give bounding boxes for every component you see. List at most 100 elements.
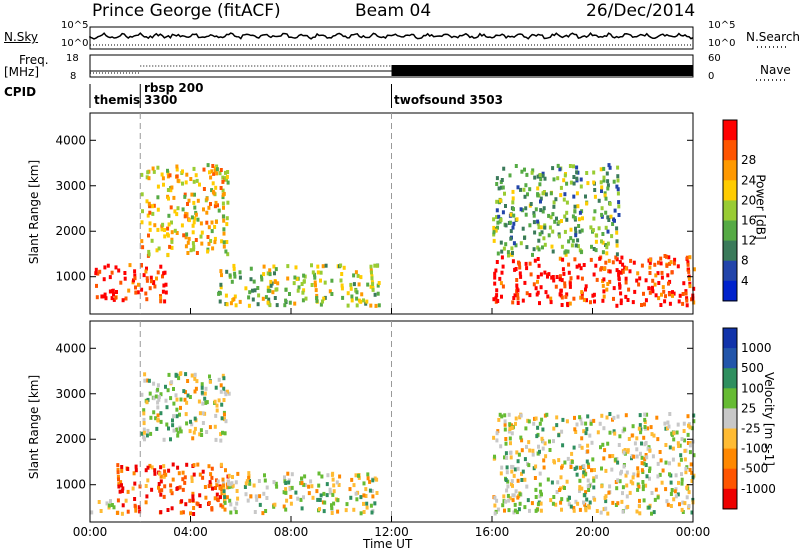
data-cell: [170, 245, 174, 250]
data-cell: [146, 428, 150, 433]
data-cell: [156, 227, 160, 232]
data-cell: [507, 253, 510, 258]
data-cell: [618, 260, 622, 265]
data-cell: [544, 290, 548, 295]
data-cell: [617, 204, 621, 209]
colorbar-segment: [723, 388, 737, 409]
data-cell: [244, 492, 248, 497]
data-cell: [685, 255, 689, 260]
data-cell: [560, 497, 564, 502]
data-cell: [195, 379, 199, 384]
data-cell: [120, 483, 123, 488]
data-cell: [208, 374, 211, 379]
data-cell: [310, 263, 313, 268]
data-cell: [685, 303, 689, 308]
data-cell: [511, 300, 515, 305]
data-cell: [243, 485, 247, 489]
data-cell: [315, 293, 319, 298]
data-cell: [142, 273, 146, 278]
data-cell: [307, 491, 311, 496]
data-cell: [146, 170, 150, 175]
data-cell: [584, 421, 588, 426]
data-cell: [218, 299, 222, 304]
data-cell: [300, 506, 304, 511]
data-cell: [551, 501, 555, 506]
data-cell: [560, 219, 563, 223]
data-cell: [622, 464, 626, 469]
data-cell: [185, 462, 189, 467]
data-cell: [573, 415, 576, 420]
data-cell: [502, 246, 506, 251]
data-cell: [546, 274, 549, 279]
data-cell: [315, 489, 319, 494]
data-cell: [670, 488, 674, 492]
data-cell: [346, 303, 350, 308]
data-cell: [117, 484, 121, 489]
data-cell: [586, 478, 590, 483]
data-cell: [137, 505, 141, 510]
data-cell: [549, 191, 553, 196]
data-cell: [542, 458, 546, 463]
data-cell: [123, 271, 127, 275]
data-cell: [234, 303, 238, 308]
data-cell: [265, 496, 269, 500]
data-cell: [660, 292, 663, 297]
data-cell: [261, 296, 265, 301]
data-cell: [323, 500, 327, 505]
data-cell: [220, 416, 224, 421]
data-cell: [213, 424, 217, 429]
data-cell: [176, 465, 180, 470]
data-cell: [583, 502, 587, 507]
data-cell: [587, 465, 591, 469]
data-cell: [499, 281, 503, 286]
data-cell: [519, 274, 523, 279]
data-cell: [114, 295, 118, 300]
data-cell: [601, 240, 605, 245]
data-cell: [530, 170, 534, 175]
data-cell: [662, 289, 666, 294]
data-cell: [184, 502, 188, 507]
data-cell: [493, 271, 497, 276]
data-cell: [590, 468, 593, 473]
data-cell: [624, 473, 628, 478]
data-cell: [638, 498, 641, 503]
data-cell: [340, 272, 344, 276]
data-cell: [175, 164, 179, 169]
data-cell: [222, 218, 226, 223]
data-cell: [167, 426, 170, 431]
data-cell: [148, 463, 152, 468]
data-cell: [204, 400, 208, 405]
data-cell: [205, 210, 209, 215]
data-cell: [523, 477, 527, 482]
data-cell: [579, 177, 583, 182]
data-cell: [631, 300, 635, 305]
data-cell: [510, 426, 514, 430]
data-cell: [225, 495, 229, 500]
data-cell: [214, 437, 218, 442]
data-cell: [587, 488, 591, 492]
data-cell: [166, 168, 169, 173]
data-cell: [159, 479, 163, 484]
data-cell: [625, 470, 629, 475]
data-cell: [513, 467, 517, 472]
data-cell: [302, 273, 306, 278]
data-cell: [108, 289, 112, 294]
data-cell: [224, 293, 228, 298]
data-cell: [207, 225, 211, 230]
data-cell: [533, 230, 537, 235]
data-cell: [599, 445, 602, 450]
data-cell: [137, 282, 140, 287]
data-cell: [222, 386, 226, 391]
data-cell: [211, 181, 215, 186]
data-cell: [551, 166, 555, 171]
data-cell: [539, 208, 543, 213]
data-cell: [167, 222, 171, 227]
data-cell: [284, 490, 288, 495]
data-cell: [126, 509, 130, 514]
data-cell: [531, 452, 535, 457]
data-cell: [492, 230, 496, 235]
data-cell: [95, 295, 99, 300]
data-cell: [148, 286, 152, 291]
data-cell: [224, 249, 228, 254]
data-cell: [605, 243, 609, 247]
